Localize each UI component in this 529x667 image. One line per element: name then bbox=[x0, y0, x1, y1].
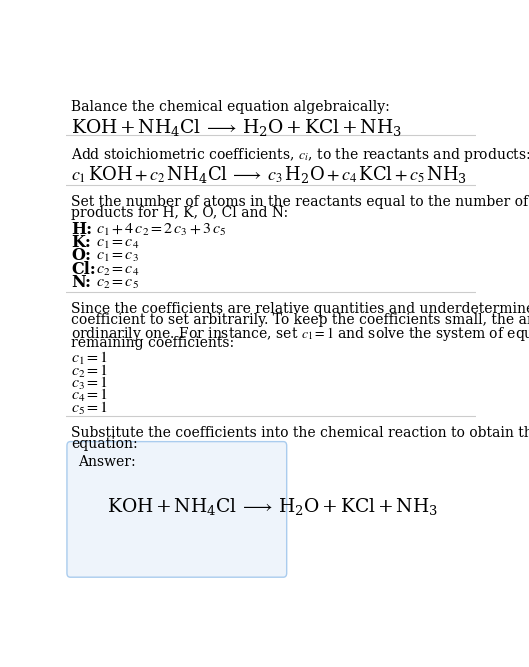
Text: $c_2 = c_4$: $c_2 = c_4$ bbox=[96, 261, 139, 278]
Text: K:: K: bbox=[71, 234, 91, 251]
Text: Balance the chemical equation algebraically:: Balance the chemical equation algebraica… bbox=[71, 99, 390, 113]
Text: $c_1 = c_3$: $c_1 = c_3$ bbox=[96, 247, 139, 265]
Text: $c_1 + 4\,c_2 = 2\,c_3 + 3\,c_5$: $c_1 + 4\,c_2 = 2\,c_3 + 3\,c_5$ bbox=[96, 221, 226, 237]
Text: Set the number of atoms in the reactants equal to the number of atoms in the: Set the number of atoms in the reactants… bbox=[71, 195, 529, 209]
Text: $c_1 = c_4$: $c_1 = c_4$ bbox=[96, 234, 139, 251]
Text: $c_1 = 1$: $c_1 = 1$ bbox=[71, 350, 108, 368]
Text: H:: H: bbox=[71, 221, 92, 237]
Text: coefficient to set arbitrarily. To keep the coefficients small, the arbitrary va: coefficient to set arbitrarily. To keep … bbox=[71, 313, 529, 327]
Text: $\mathregular{KOH + NH_4Cl} \;\longrightarrow\; \mathregular{H_2O + KCl + NH_3}$: $\mathregular{KOH + NH_4Cl} \;\longright… bbox=[107, 496, 438, 517]
Text: $c_2 = c_5$: $c_2 = c_5$ bbox=[96, 274, 139, 291]
Text: equation:: equation: bbox=[71, 438, 138, 452]
Text: $c_5 = 1$: $c_5 = 1$ bbox=[71, 400, 108, 417]
Text: Cl:: Cl: bbox=[71, 261, 96, 278]
Text: N:: N: bbox=[71, 274, 91, 291]
Text: $c_2 = 1$: $c_2 = 1$ bbox=[71, 363, 108, 380]
Text: ordinarily one. For instance, set $c_1 = 1$ and solve the system of equations fo: ordinarily one. For instance, set $c_1 =… bbox=[71, 325, 529, 343]
Text: O:: O: bbox=[71, 247, 91, 265]
Text: $c_4 = 1$: $c_4 = 1$ bbox=[71, 387, 108, 404]
Text: $c_3 = 1$: $c_3 = 1$ bbox=[71, 375, 108, 392]
FancyBboxPatch shape bbox=[67, 442, 287, 577]
Text: Add stoichiometric coefficients, $c_i$, to the reactants and products:: Add stoichiometric coefficients, $c_i$, … bbox=[71, 146, 529, 164]
Text: Answer:: Answer: bbox=[78, 455, 136, 469]
Text: $\mathregular{KOH + NH_4Cl} \;\longrightarrow\; \mathregular{H_2O + KCl + NH_3}$: $\mathregular{KOH + NH_4Cl} \;\longright… bbox=[71, 117, 402, 138]
Text: Substitute the coefficients into the chemical reaction to obtain the balanced: Substitute the coefficients into the che… bbox=[71, 426, 529, 440]
Text: Since the coefficients are relative quantities and underdetermined, choose a: Since the coefficients are relative quan… bbox=[71, 302, 529, 316]
Text: $c_1\,\mathregular{KOH} + c_2\,\mathregular{NH_4Cl} \;\longrightarrow\; c_3\,\ma: $c_1\,\mathregular{KOH} + c_2\,\mathregu… bbox=[71, 164, 467, 185]
Text: products for H, K, O, Cl and N:: products for H, K, O, Cl and N: bbox=[71, 206, 288, 220]
Text: remaining coefficients:: remaining coefficients: bbox=[71, 336, 234, 350]
